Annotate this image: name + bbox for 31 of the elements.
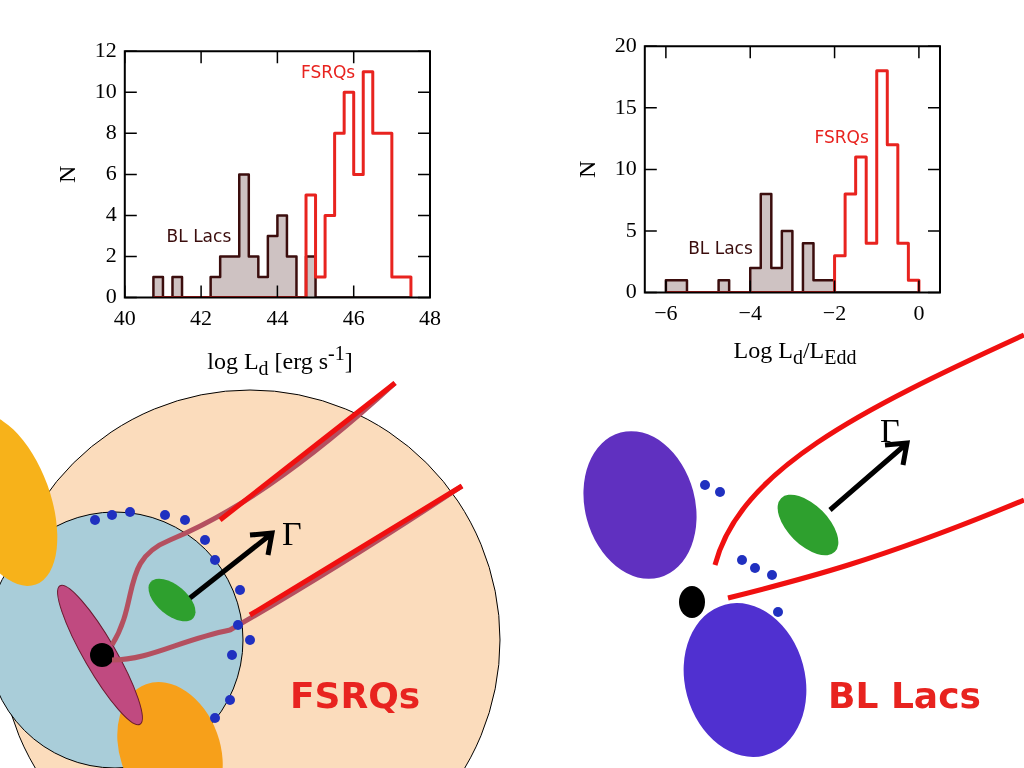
series-label: FSRQs	[814, 127, 869, 147]
y-tick-label: 6	[105, 160, 117, 186]
y-tick-label: 4	[105, 201, 117, 227]
series-label: BL Lacs	[166, 226, 232, 247]
text: Γ	[880, 412, 900, 450]
x-tick-label: 44	[266, 304, 289, 330]
y-tick-label: 12	[94, 36, 117, 62]
y-tick-label: 10	[94, 78, 117, 104]
x-tick-label: 42	[190, 304, 213, 330]
x-axis-title: log L$_{d}$ [erg s$^{-1}$]	[206, 342, 354, 380]
y-tick-label: 2	[105, 242, 117, 268]
y-tick-label: 10	[614, 155, 637, 181]
y-tick-label: 8	[105, 119, 117, 145]
x-tick-label: −6	[654, 299, 678, 325]
y-tick-label: 15	[614, 93, 637, 119]
x-axis-title: Log L$_{d}$/L$_{Edd}$	[732, 337, 858, 369]
x-tick-label: 0	[913, 299, 925, 325]
y-tick-label: 0	[625, 278, 637, 304]
text: Γ	[282, 515, 302, 553]
text: BL Lacs	[828, 675, 981, 716]
y-axis-title: N	[573, 160, 600, 179]
x-tick-label: −4	[738, 299, 762, 325]
series-label: BL Lacs	[688, 237, 753, 258]
y-tick-label: 5	[625, 216, 637, 242]
y-axis-title: N	[53, 165, 80, 184]
series-label: FSRQs	[300, 62, 356, 83]
text: FSRQs	[290, 675, 421, 716]
x-tick-label: 48	[419, 304, 441, 330]
y-tick-label: 20	[614, 31, 637, 57]
x-tick-label: −2	[822, 299, 847, 325]
x-tick-label: 46	[342, 304, 365, 330]
